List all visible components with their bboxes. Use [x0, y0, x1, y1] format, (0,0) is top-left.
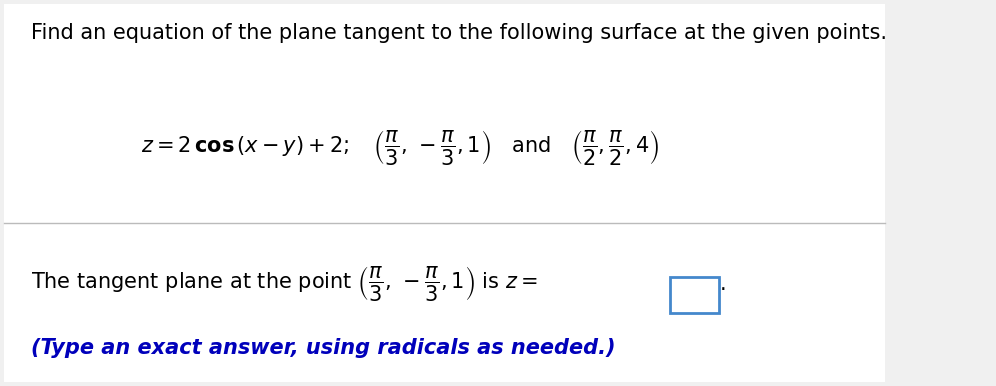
FancyBboxPatch shape	[669, 277, 719, 313]
FancyBboxPatch shape	[4, 4, 884, 382]
Text: Find an equation of the plane tangent to the following surface at the given poin: Find an equation of the plane tangent to…	[31, 23, 886, 43]
Text: (Type an exact answer, using radicals as needed.): (Type an exact answer, using radicals as…	[31, 338, 616, 358]
Text: .: .	[720, 274, 726, 294]
Text: The tangent plane at the point $\left(\dfrac{\pi}{3},\,-\dfrac{\pi}{3},1\right)$: The tangent plane at the point $\left(\d…	[31, 264, 537, 303]
Text: $z = 2\,\mathbf{cos}\,(x - y) + 2;\quad\left(\dfrac{\pi}{3},\,-\dfrac{\pi}{3},1\: $z = 2\,\mathbf{cos}\,(x - y) + 2;\quad\…	[141, 128, 659, 167]
